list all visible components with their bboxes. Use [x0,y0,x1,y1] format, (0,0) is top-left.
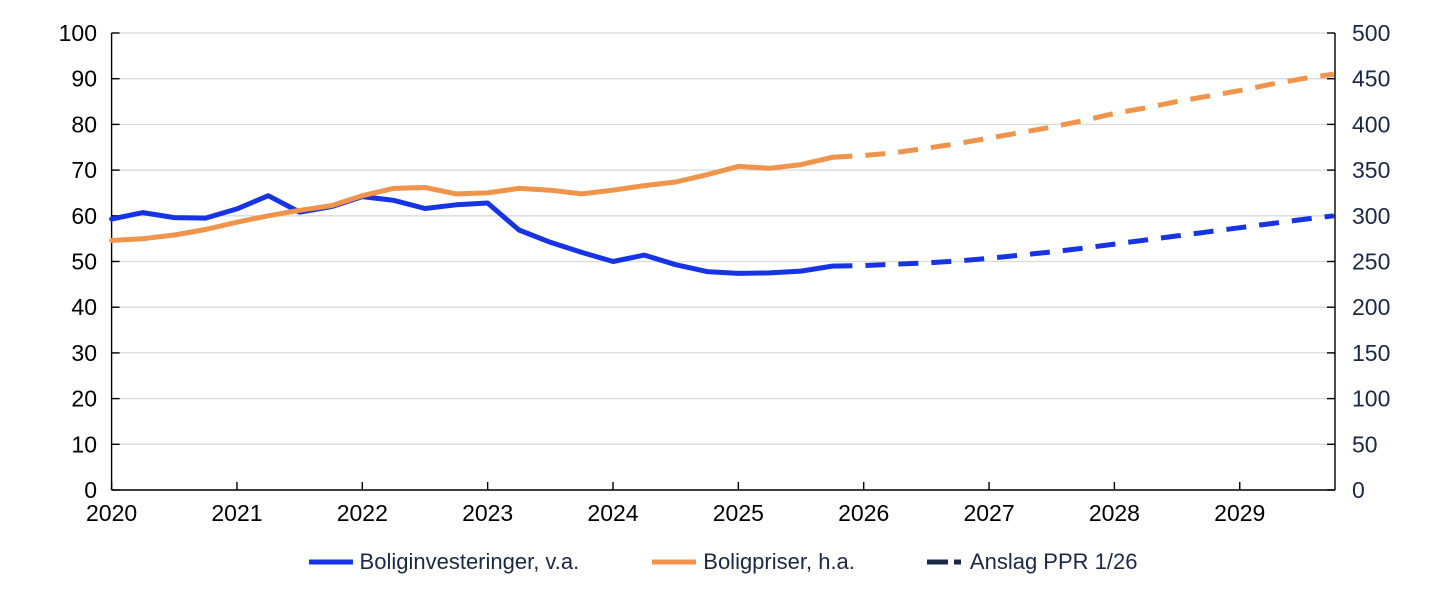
legend-item-boligpriser: Boligpriser, h.a. [651,549,855,575]
svg-text:2020: 2020 [86,500,137,526]
svg-text:400: 400 [1352,111,1390,137]
svg-text:20: 20 [71,386,97,412]
svg-text:2026: 2026 [838,500,889,526]
svg-text:350: 350 [1352,157,1390,183]
legend-label: Boliginvesteringer, v.a. [359,549,580,574]
legend-label: Anslag PPR 1/26 [969,549,1138,574]
svg-text:2022: 2022 [337,500,388,526]
legend-swatch-dashed-navy-line [926,559,963,565]
chart-legend: Boliginvesteringer, v.a. Boligpriser, h.… [0,549,1445,575]
svg-text:80: 80 [71,111,97,137]
svg-text:90: 90 [71,66,97,92]
svg-text:2024: 2024 [587,500,638,526]
svg-text:2025: 2025 [713,500,764,526]
svg-text:0: 0 [84,477,97,503]
svg-text:2023: 2023 [462,500,513,526]
series-blue-solid [109,193,835,276]
legend-label: Boligpriser, h.a. [703,549,855,574]
svg-text:100: 100 [1352,386,1390,412]
svg-text:200: 200 [1352,294,1390,320]
svg-text:300: 300 [1352,203,1390,229]
svg-text:60: 60 [71,203,97,229]
series-orange-solid [109,154,835,243]
svg-text:50: 50 [71,249,97,275]
svg-text:2027: 2027 [963,500,1014,526]
series-orange-dashed [832,71,1335,160]
svg-text:150: 150 [1352,340,1390,366]
svg-text:2028: 2028 [1089,500,1140,526]
svg-text:30: 30 [71,340,97,366]
svg-text:450: 450 [1352,66,1390,92]
legend-swatch-solid-blue-line [308,559,353,565]
legend-item-boliginvesteringer: Boliginvesteringer, v.a. [308,549,580,575]
legend-item-anslag-ppr: Anslag PPR 1/26 [926,549,1138,575]
svg-text:10: 10 [71,431,97,457]
svg-text:50: 50 [1352,431,1378,457]
legend-swatch-solid-orange-line [652,559,697,565]
svg-text:2021: 2021 [211,500,262,526]
svg-text:250: 250 [1352,249,1390,275]
svg-text:100: 100 [59,20,97,46]
svg-text:0: 0 [1352,477,1365,503]
svg-text:70: 70 [71,157,97,183]
svg-text:500: 500 [1352,20,1390,46]
series-blue-dashed [832,213,1335,269]
svg-text:2029: 2029 [1214,500,1265,526]
svg-text:40: 40 [71,294,97,320]
